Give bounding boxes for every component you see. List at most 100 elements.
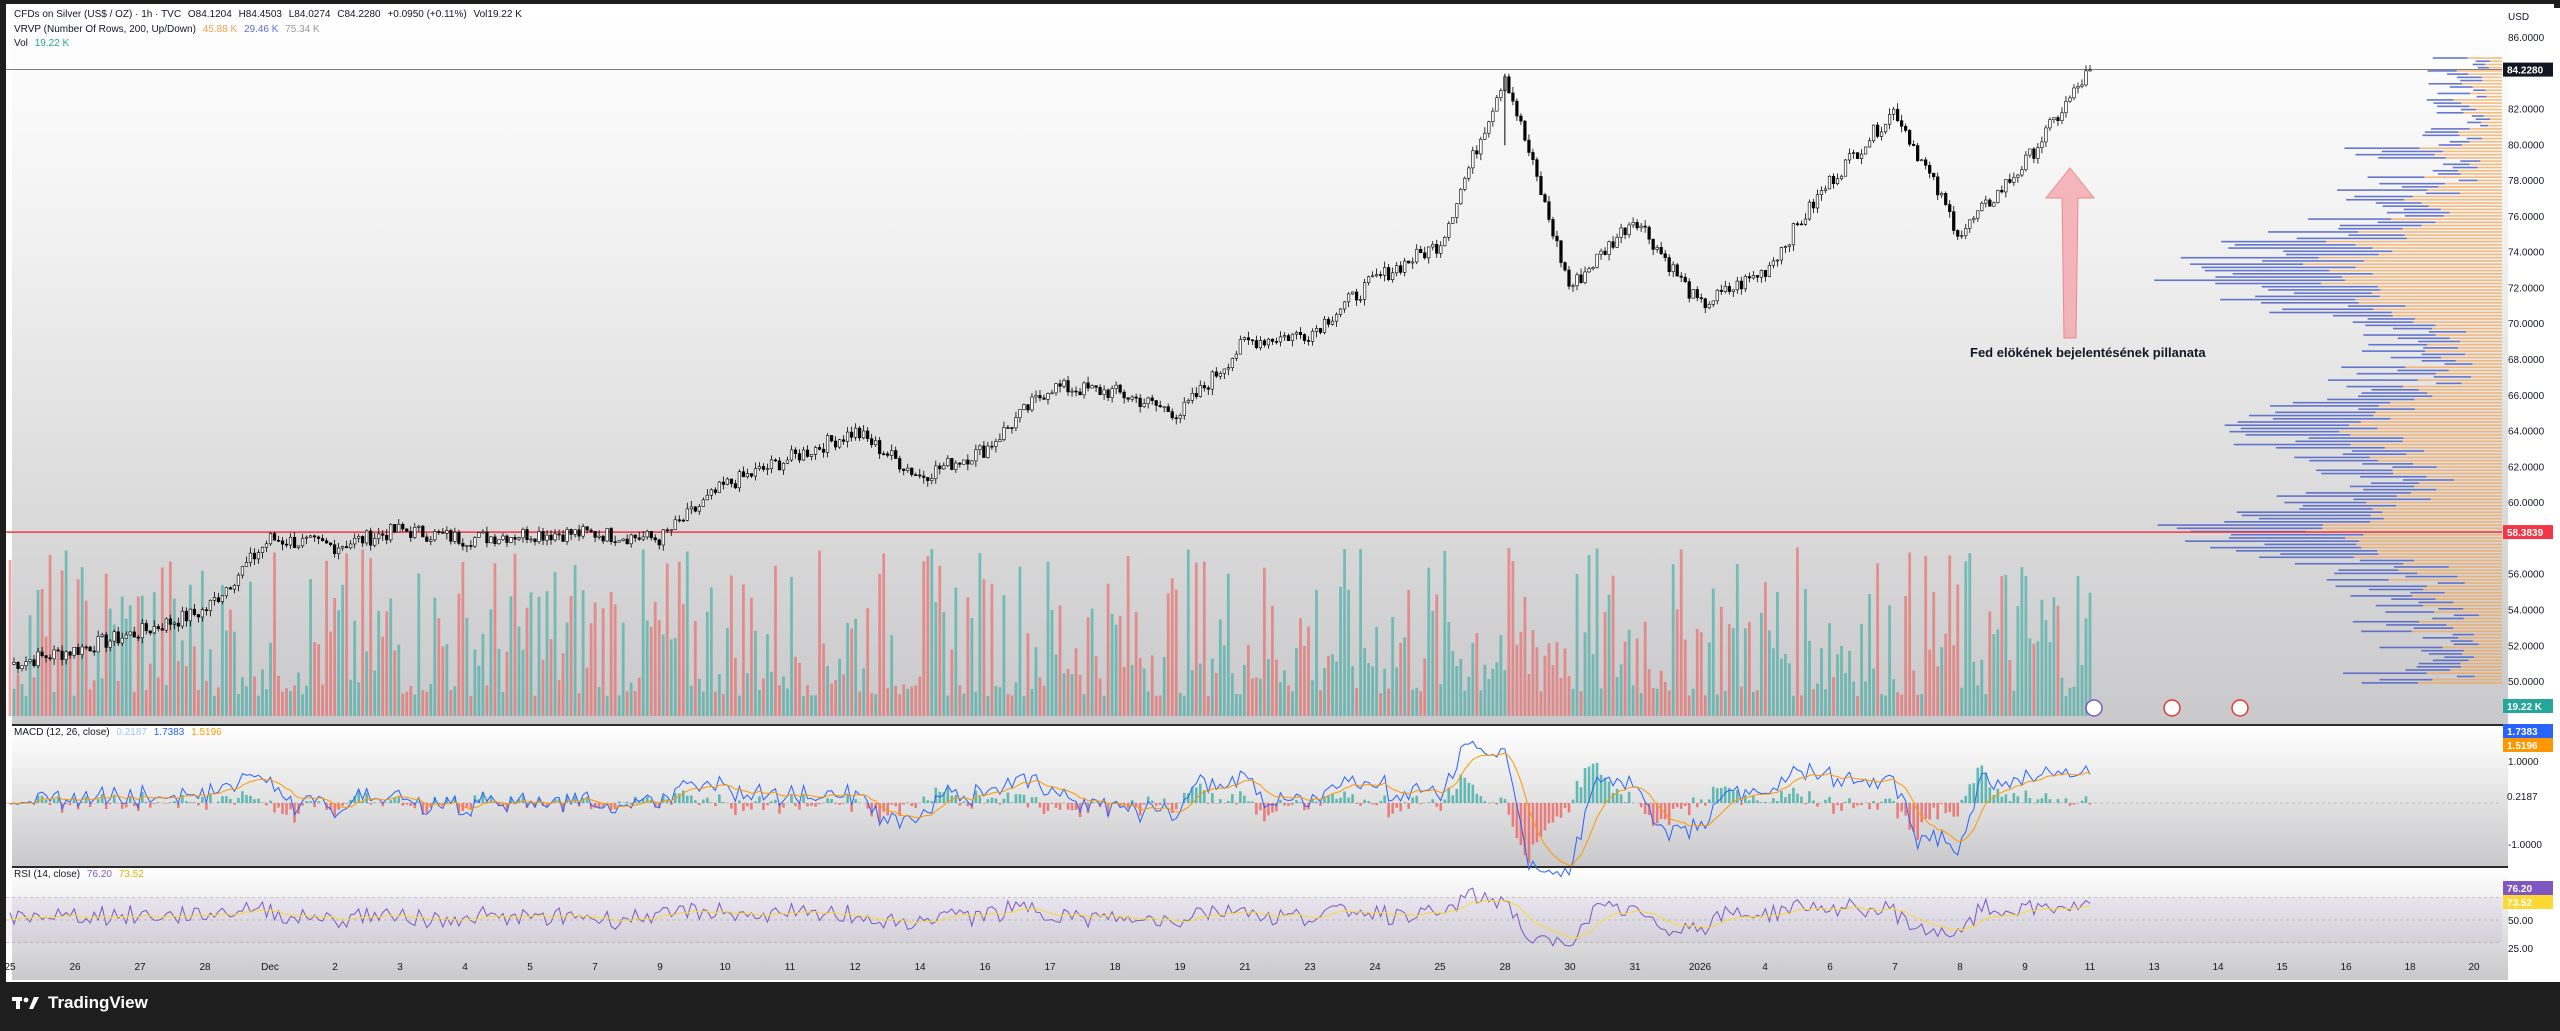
candle-body [1234, 353, 1238, 359]
macd-tick-label: 1.0000 [2508, 757, 2539, 768]
rsi-pane[interactable] [12, 868, 2508, 980]
profile-row-up [2465, 353, 2502, 356]
volume-bar [1259, 678, 1262, 716]
macd-title[interactable]: MACD (12, 26, close) [14, 727, 110, 738]
macd-histogram-bar [754, 801, 757, 803]
pane-separator[interactable] [12, 724, 2560, 726]
macd-pane[interactable] [12, 726, 2508, 866]
candle-body [232, 585, 237, 590]
candle-body [140, 623, 144, 639]
price-pane[interactable] [12, 8, 2508, 724]
profile-row-down [2201, 266, 2356, 269]
candle-body [681, 519, 685, 522]
macd-histogram-bar [1651, 803, 1655, 827]
profile-row-down [2352, 321, 2414, 323]
profile-row-up [2384, 446, 2502, 449]
candle-body [501, 535, 505, 540]
volume-title[interactable]: Vol [14, 38, 28, 49]
volume-bar [758, 689, 761, 716]
candle-body [168, 618, 172, 625]
profile-row-up [2435, 372, 2502, 375]
currency-label[interactable]: USD [2508, 12, 2530, 23]
rsi-title[interactable]: RSI (14, close) [14, 869, 81, 880]
candle-body [1896, 108, 1900, 121]
profile-row-down [2356, 372, 2436, 375]
symbol-title[interactable]: CFDs on Silver (US$ / OZ) · 1h · TVC [14, 9, 182, 20]
price-tick-label: 52.0000 [2508, 641, 2545, 652]
profile-row-down [2237, 421, 2361, 423]
candle-body [942, 465, 946, 470]
volume-bar [1062, 673, 1066, 716]
candle-body [52, 649, 56, 660]
profile-row-up [2463, 111, 2502, 114]
candle-body [1018, 409, 1022, 418]
volume-bar [1507, 547, 1511, 716]
volume-bar [333, 597, 337, 716]
volume-bar [1226, 573, 1230, 716]
volume-bar [1411, 689, 1415, 716]
profile-row-down [2352, 620, 2419, 623]
volume-bar [1639, 692, 1643, 716]
volume-bar [140, 595, 144, 716]
profile-row-up [2412, 595, 2502, 597]
macd-histogram-bar [1082, 803, 1086, 805]
volume-bar [1054, 654, 1058, 716]
profile-row-up [2418, 482, 2502, 484]
macd-histogram-bar [1086, 803, 1090, 814]
time-tick-label: 31 [1629, 962, 1641, 973]
macd-histogram-bar [1058, 803, 1062, 810]
profile-row-up [2436, 466, 2502, 468]
macd-hist-value: 0.2187 [116, 727, 147, 738]
chart-annotation[interactable]: Fed elökének bejelentésének pillanata [1970, 345, 2206, 360]
macd-histogram-bar [758, 796, 761, 803]
macd-histogram-bar [201, 796, 204, 803]
candle-body [373, 538, 377, 546]
volume-bar [770, 671, 773, 716]
macd-histogram-bar [2048, 799, 2052, 803]
volume-bar [249, 581, 252, 716]
macd-histogram-bar [1744, 794, 1747, 803]
volume-bar [80, 567, 84, 716]
candle-body [1571, 285, 1575, 288]
volume-bar [393, 650, 397, 716]
candle-body [1038, 395, 1042, 399]
candle-body [994, 441, 998, 447]
macd-histogram-bar [2040, 798, 2044, 803]
candle-body [765, 468, 770, 470]
macd-histogram-bar [2044, 793, 2048, 803]
macd-histogram-bar [209, 793, 212, 803]
macd-histogram-bar [329, 803, 332, 811]
profile-row-up [2463, 608, 2502, 610]
tradingview-logo[interactable]: TradingView [12, 993, 148, 1013]
volume-bar [1663, 681, 1667, 716]
macd-histogram-bar [1174, 803, 1178, 810]
candle-body [1639, 225, 1643, 229]
volume-bar [754, 630, 757, 716]
volume-bar [24, 695, 28, 716]
profile-row-up [2461, 382, 2502, 385]
macd-legend: MACD (12, 26, close) 0.2187 1.7383 1.519… [14, 727, 226, 738]
volume-bar [1687, 695, 1691, 716]
volume-bar [2012, 690, 2016, 716]
vrvp-title[interactable]: VRVP (Number Of Rows, 200, Up/Down) [14, 24, 196, 35]
volume-bar [1763, 582, 1767, 716]
pane-separator[interactable] [12, 866, 2560, 868]
macd-histogram-bar [1078, 803, 1082, 818]
profile-row-down [2361, 392, 2428, 394]
price-axis[interactable] [2508, 8, 2560, 982]
candle-body [1531, 152, 1535, 160]
chart-canvas[interactable]: 86.000082.000080.000078.000076.000074.00… [0, 0, 2560, 982]
profile-row-down [2368, 343, 2428, 346]
candle-body [2036, 147, 2040, 159]
profile-row-up [2472, 86, 2502, 88]
profile-row-up [2486, 95, 2502, 98]
volume-bar [1387, 688, 1391, 716]
candle-body [389, 524, 393, 541]
candle-body [108, 640, 112, 648]
volume-bar [1319, 690, 1322, 716]
macd-histogram-bar [629, 803, 633, 805]
macd-histogram-bar [1046, 803, 1050, 811]
volume-bar [441, 646, 445, 716]
macd-histogram-bar [529, 802, 533, 803]
volume-bar [164, 684, 168, 716]
